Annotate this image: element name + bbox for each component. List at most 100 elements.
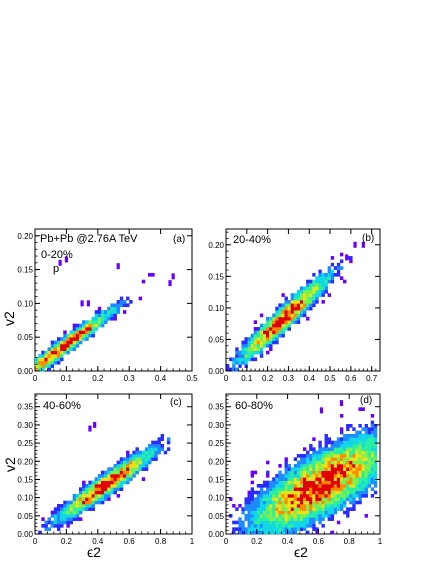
density-cell [129,457,133,461]
density-cell [63,520,67,525]
density-cell [312,303,316,308]
density-cell [97,323,102,328]
density-cell [367,437,372,441]
density-cell [126,480,130,485]
density-cell [324,474,328,478]
density-cell [287,316,291,321]
density-cell [312,514,316,518]
density-cell [349,460,353,465]
density-cell [315,457,319,461]
density-cell [306,530,310,535]
density-cell [346,514,350,518]
density-cell [154,450,158,455]
density-cell [352,440,356,445]
density-cell [53,507,58,511]
density-cell [269,343,273,348]
density-cell [269,524,273,528]
density-cell [160,447,165,451]
density-cell [262,323,267,328]
density-cell [373,474,378,478]
density-cell [343,487,347,491]
density-cell [278,303,282,308]
density-cell [278,494,282,498]
density-cell [333,480,338,485]
density-cell [367,427,372,431]
density-cell [373,464,378,468]
density-cell [247,507,251,511]
density-cell [370,414,375,418]
density-cell [336,467,341,471]
density-cell [333,510,338,515]
density-cell [364,494,368,498]
density-cell [293,490,298,495]
density-cell [330,494,335,498]
density-cell [107,316,111,321]
density-cell [373,490,378,495]
density-cell [266,507,270,511]
outlier-point [345,254,349,261]
density-cell [321,464,325,468]
density-cell [370,450,375,455]
density-cell [343,460,347,465]
density-cell [113,316,117,321]
density-cell [284,517,288,521]
density-cell [327,467,332,471]
density-cell [69,337,73,341]
density-cell [262,337,267,341]
density-cell [278,510,282,515]
density-cell [259,327,264,331]
density-cell [275,310,279,314]
density-cell [284,480,288,485]
density-cell [293,470,298,475]
density-cell [296,510,301,515]
density-cell [238,517,242,521]
x-tick-label: 0.6 [124,537,136,546]
density-cell [287,320,291,324]
density-cell [333,507,338,511]
density-cell [281,484,285,488]
density-cell [352,470,356,475]
density-cell [327,454,332,458]
outlier-point [88,425,92,432]
density-cell [330,460,335,465]
density-cell [41,354,45,358]
density-cell [281,527,285,531]
density-cell [361,494,365,498]
density-cell [290,500,295,505]
density-cell [119,470,124,475]
density-cell [94,323,99,328]
density-cell [373,430,378,435]
density-cell [290,517,295,521]
density-cell [352,477,356,481]
density-cell [339,484,344,488]
density-cell [358,450,362,455]
density-cell [259,350,264,355]
density-cell [349,500,353,505]
density-cell [56,337,61,341]
density-cell [312,447,316,451]
density-cell [284,457,288,461]
x-tick-label: 0 [224,374,229,383]
density-cell [327,474,332,478]
density-cell [166,440,171,445]
density-cell [318,272,322,277]
density-cell [235,360,239,365]
density-cell [367,457,372,461]
density-cell [60,354,64,358]
density-cell [126,454,130,458]
density-cell [367,430,372,435]
density-cell [244,337,248,341]
density-cell [104,310,108,314]
density-cell [44,350,48,355]
density-cell [107,494,111,498]
density-cell [299,470,304,475]
density-cell [269,514,273,518]
density-cell [126,464,130,468]
density-cell [241,527,245,531]
density-cell [144,467,149,471]
density-cell [346,494,350,498]
density-cell [281,500,285,505]
x-tick-label: 0.2 [251,537,263,546]
y-tick-label: 0.00 [17,367,33,376]
density-cell [327,460,332,465]
